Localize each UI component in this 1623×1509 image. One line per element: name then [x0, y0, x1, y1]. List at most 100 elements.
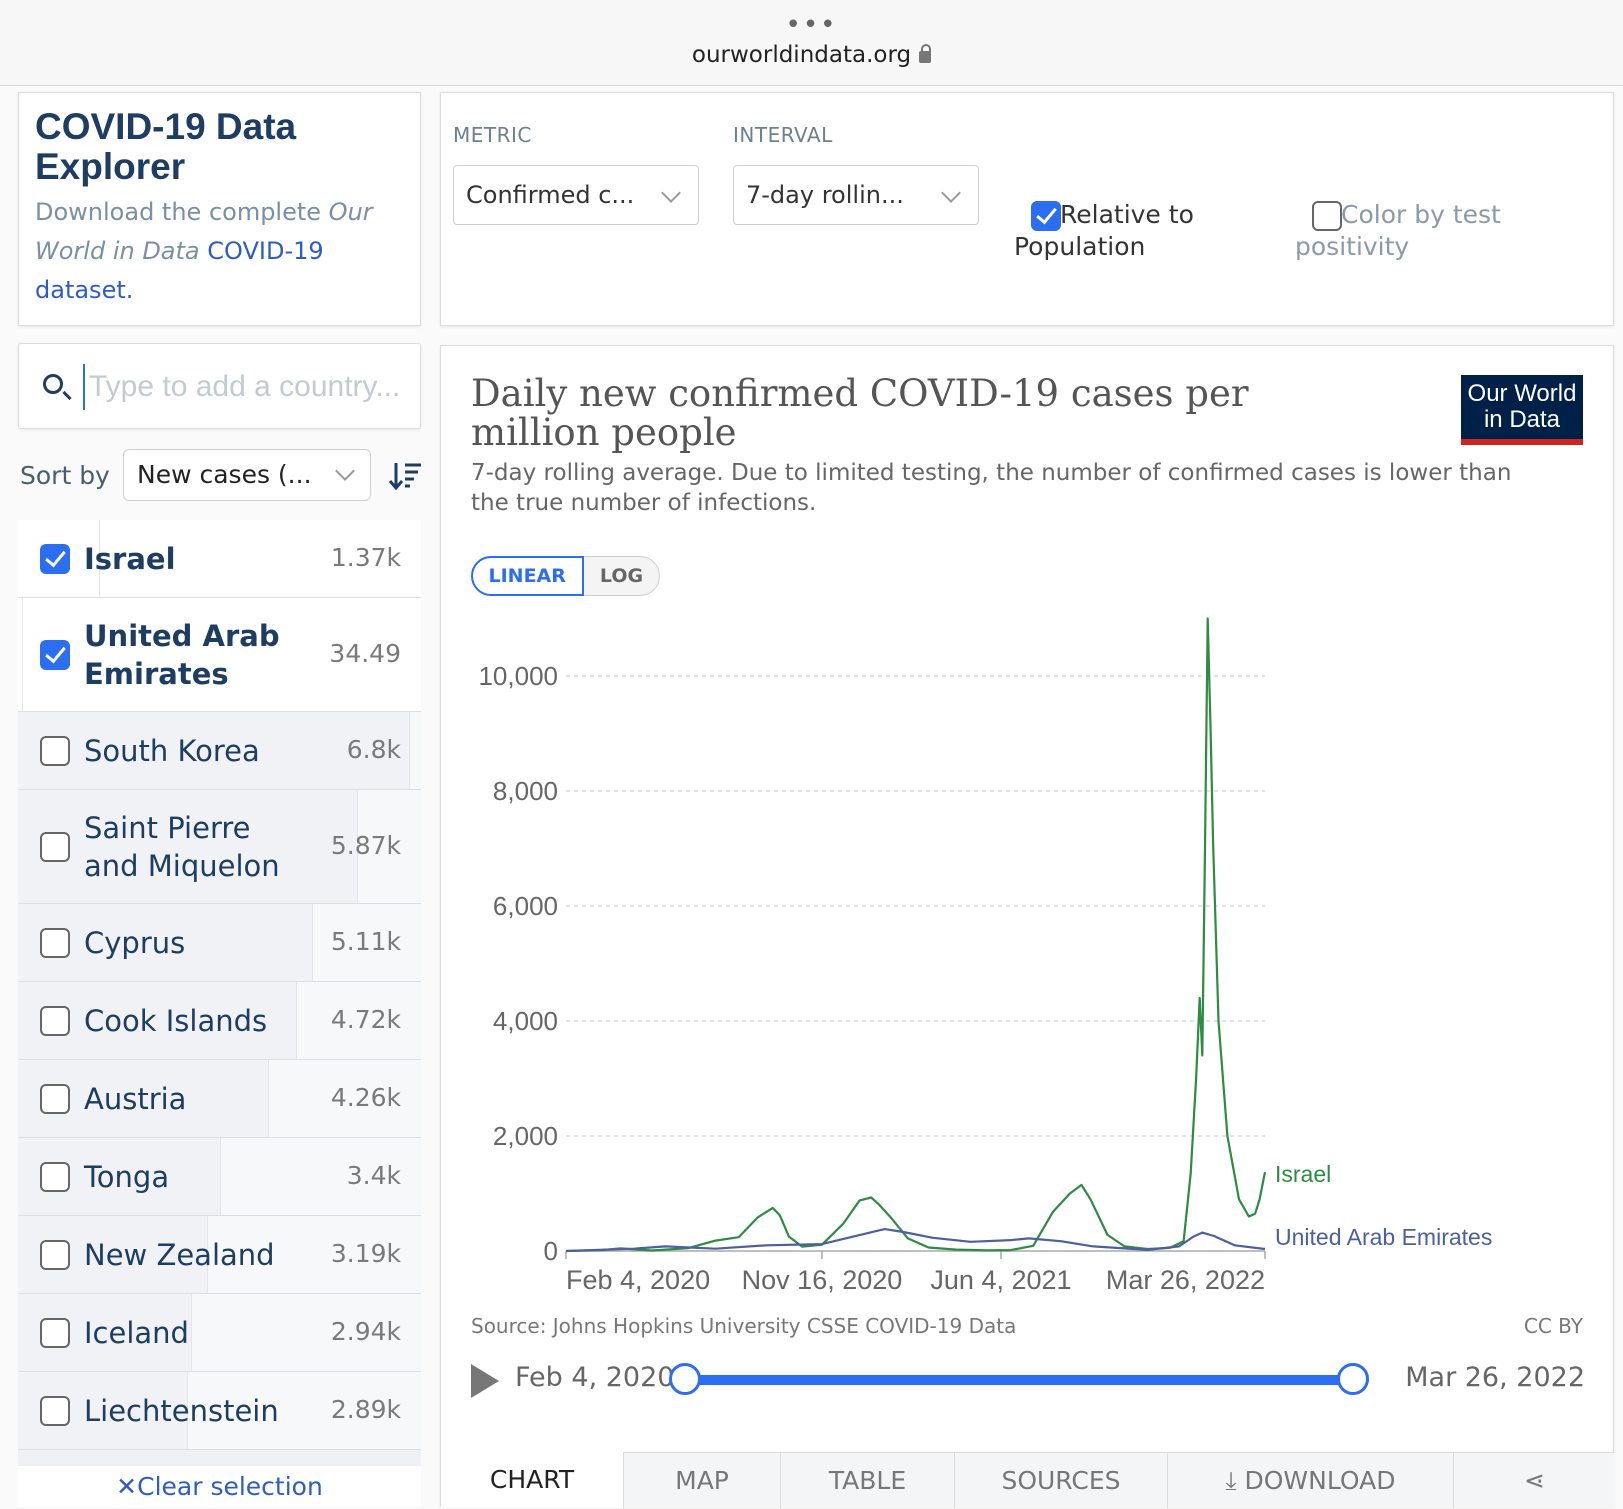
- tab-download[interactable]: ⤓ DOWNLOAD: [1167, 1452, 1453, 1508]
- y-tick-label: 8,000: [493, 776, 558, 806]
- sort-value: New cases (...: [137, 460, 312, 489]
- x-tick-label: Jun 4, 2021: [930, 1265, 1071, 1295]
- country-checkbox[interactable]: [40, 1006, 70, 1036]
- series-label[interactable]: Israel: [1275, 1161, 1331, 1187]
- country-row[interactable]: Saint Pierre and Miquelon 5.87k: [18, 790, 421, 904]
- country-value: 5.87k: [330, 831, 401, 860]
- series-line-israel[interactable]: [565, 617, 1267, 1253]
- explorer-title-panel: COVID-19 Data Explorer Download the comp…: [18, 92, 421, 326]
- country-row[interactable]: Iceland 2.94k: [18, 1294, 421, 1372]
- x-tick-label: Feb 4, 2020: [566, 1265, 710, 1295]
- country-checkbox[interactable]: [40, 640, 70, 670]
- url-bar[interactable]: ourworldindata.org: [0, 42, 1623, 68]
- country-row[interactable]: Austria 4.26k: [18, 1060, 421, 1138]
- country-value: 6.8k: [346, 735, 401, 764]
- country-name: New Zealand: [84, 1238, 275, 1272]
- owid-logo[interactable]: Our World in Data: [1461, 375, 1583, 445]
- country-checkbox[interactable]: [40, 1084, 70, 1114]
- country-row[interactable]: Cook Islands 4.72k: [18, 982, 421, 1060]
- share-icon: ⋖: [1524, 1466, 1545, 1495]
- country-checkbox[interactable]: [40, 736, 70, 766]
- country-value: 4.26k: [330, 1083, 401, 1112]
- dataset-link[interactable]: COVID-19 dataset.: [35, 237, 324, 304]
- scale-toggle: LINEAR LOG: [470, 555, 661, 596]
- timeline-track[interactable]: [689, 1375, 1369, 1385]
- chevron-down-icon: [661, 183, 681, 203]
- y-tick-label: 4,000: [493, 1006, 558, 1036]
- sort-row: Sort by New cases (...: [18, 449, 421, 503]
- sort-select[interactable]: New cases (...: [123, 449, 371, 501]
- chevron-down-icon: [941, 183, 961, 203]
- browser-menu-icon[interactable]: •••: [785, 10, 838, 40]
- x-tick-label: Mar 26, 2022: [1106, 1265, 1265, 1295]
- series-line-united-arab-emirates[interactable]: [565, 1227, 1266, 1253]
- browser-bar: ••• ourworldindata.org: [0, 0, 1623, 86]
- chart-title: Daily new confirmed COVID-19 cases per m…: [471, 372, 1249, 454]
- color-by-test-positivity-label: Color by test positivity: [1295, 200, 1501, 261]
- description-prefix: Download the complete: [35, 198, 329, 226]
- country-row[interactable]: Israel 1.37k: [18, 520, 421, 598]
- color-by-test-positivity-checkbox[interactable]: [1312, 201, 1342, 231]
- country-value: 1.37k: [330, 543, 401, 572]
- play-icon[interactable]: [471, 1364, 499, 1398]
- timeline-end-handle[interactable]: [1337, 1363, 1369, 1395]
- y-tick-label: 10,000: [478, 661, 558, 691]
- tab-table[interactable]: TABLE: [780, 1452, 954, 1508]
- country-checkbox[interactable]: [40, 1318, 70, 1348]
- country-checkbox[interactable]: [40, 544, 70, 574]
- timeline-start-date: Feb 4, 2020: [515, 1362, 675, 1393]
- line-chart: 0 2,000 4,000 6,000 8,000 10,000 Feb 4, 2020 No…: [478, 617, 1492, 1295]
- country-value-bar: [191, 1294, 421, 1371]
- relative-to-population-checkbox[interactable]: [1031, 201, 1061, 231]
- close-icon: ✕: [116, 1472, 138, 1501]
- country-value-bar: [98, 520, 421, 597]
- country-row[interactable]: New Zealand 3.19k: [18, 1216, 421, 1294]
- country-row[interactable]: United Arab Emirates 34.49: [18, 598, 421, 712]
- country-value: 5.11k: [330, 927, 401, 956]
- y-tick-label: 6,000: [493, 891, 558, 921]
- country-checkbox[interactable]: [40, 1396, 70, 1426]
- country-checkbox[interactable]: [40, 832, 70, 862]
- country-row[interactable]: Tonga 3.4k: [18, 1138, 421, 1216]
- tab-sources[interactable]: SOURCES: [954, 1452, 1167, 1508]
- country-value: 34.49: [329, 639, 401, 668]
- country-row[interactable]: Liechtenstein 2.89k: [18, 1372, 421, 1450]
- sort-label: Sort by: [20, 461, 110, 490]
- logo-line-2: in Data: [1483, 406, 1561, 433]
- tab-chart[interactable]: CHART: [441, 1452, 623, 1508]
- chart-license[interactable]: CC BY: [1523, 1314, 1583, 1338]
- country-value: 2.94k: [330, 1317, 401, 1346]
- tab-map[interactable]: MAP: [623, 1452, 780, 1508]
- clear-selection-button[interactable]: ✕Clear selection: [18, 1466, 421, 1507]
- country-checkbox[interactable]: [40, 1162, 70, 1192]
- timeline-start-handle[interactable]: [669, 1363, 701, 1395]
- interval-select[interactable]: 7-day rollin...: [733, 165, 979, 225]
- x-tick-label: Nov 16, 2020: [742, 1265, 903, 1295]
- series-label[interactable]: United Arab Emirates: [1275, 1224, 1492, 1250]
- country-value: 4.72k: [330, 1005, 401, 1034]
- metric-select[interactable]: Confirmed c...: [453, 165, 699, 225]
- logo-line-1: Our World: [1467, 380, 1577, 407]
- sort-order-icon[interactable]: [388, 459, 422, 493]
- country-search-input[interactable]: [83, 364, 413, 410]
- country-name: Liechtenstein: [84, 1394, 279, 1428]
- country-checkbox[interactable]: [40, 928, 70, 958]
- share-button[interactable]: ⋖: [1453, 1452, 1615, 1508]
- country-row[interactable]: South Korea 6.8k: [18, 712, 421, 790]
- chart-source[interactable]: Source: Johns Hopkins University CSSE CO…: [471, 1314, 1017, 1338]
- country-value-bar: [207, 1216, 421, 1293]
- metric-label: METRIC: [453, 123, 532, 147]
- controls-panel: METRIC Confirmed c... INTERVAL 7-day rol…: [440, 92, 1614, 326]
- country-name: Cyprus: [84, 926, 186, 960]
- metric-value: Confirmed c...: [466, 181, 635, 209]
- scale-log-button[interactable]: LOG: [599, 564, 644, 587]
- country-name: Tonga: [84, 1160, 170, 1194]
- scale-linear-button[interactable]: LINEAR: [470, 555, 584, 596]
- country-value: 3.19k: [330, 1239, 401, 1268]
- lock-icon: [919, 44, 932, 63]
- download-label: DOWNLOAD: [1244, 1466, 1396, 1495]
- country-name: Cook Islands: [84, 1004, 268, 1038]
- country-row[interactable]: Cyprus 5.11k: [18, 904, 421, 982]
- explorer-title: COVID-19 Data Explorer: [35, 106, 297, 187]
- country-checkbox[interactable]: [40, 1240, 70, 1270]
